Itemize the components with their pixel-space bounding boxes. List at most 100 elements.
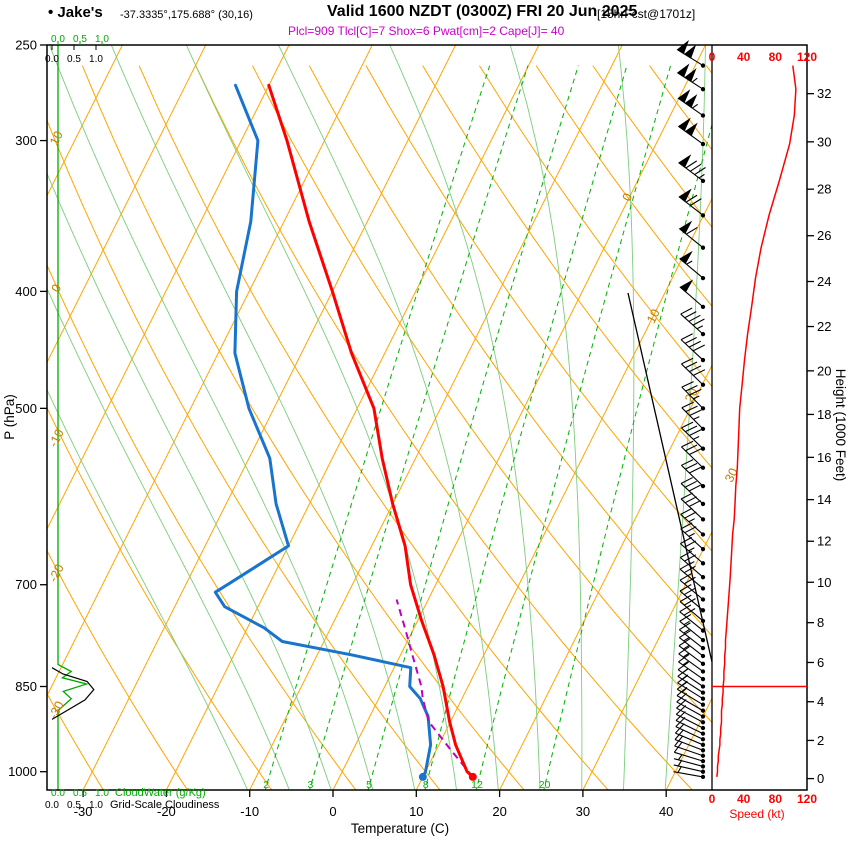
svg-text:250: 250 [15,38,37,53]
station-name: • Jake's [48,4,103,21]
svg-text:8: 8 [423,779,429,791]
svg-text:1000: 1000 [8,764,37,779]
svg-text:12: 12 [817,534,831,549]
wind-speed-curve [712,65,807,778]
pressure-axis: 250 300 400 500 700 850 1000 P (hPa) [2,38,47,779]
cloud-water-profile [57,45,89,790]
boundary-diagonal-line [627,292,713,663]
svg-text:0: 0 [49,282,65,295]
svg-text:10: 10 [817,575,831,590]
svg-text:1.0: 1.0 [95,34,109,45]
forecast-tag: [15hrFcst@1701z] [597,7,696,21]
svg-text:18: 18 [817,407,831,422]
svg-text:40: 40 [659,804,673,819]
svg-text:32: 32 [817,86,831,101]
cloud-scales: 0.00.00.50.51.01.00.00.00.50.51.01.0Clou… [45,34,220,811]
svg-text:0.0: 0.0 [45,54,59,65]
svg-text:22: 22 [817,319,831,334]
speed-axis-label: Speed (kt) [729,807,784,821]
svg-text:14: 14 [817,492,831,507]
svg-text:700: 700 [15,577,37,592]
svg-text:0.5: 0.5 [73,788,87,799]
svg-text:-20: -20 [157,804,176,819]
cloudwater-label: CloudWater (g/Kg) [115,787,206,799]
svg-text:40: 40 [737,792,751,806]
speed-axis: 0 0 40 40 80 80 120 120 Speed (kt) [709,50,818,821]
wind-barb-column [673,40,706,780]
svg-text:-20: -20 [46,562,67,584]
svg-text:80: 80 [769,50,783,64]
svg-text:0: 0 [329,804,336,819]
sounding-indices: Plcl=909 Tlcl[C]=7 Shox=6 Pwat[cm]=2 Cap… [288,24,565,38]
isotherm-grid [47,45,712,790]
temperature-axis-label: Temperature (C) [351,821,449,836]
svg-text:6: 6 [817,655,824,670]
svg-text:-30: -30 [46,699,67,721]
svg-text:0: 0 [709,50,716,64]
svg-text:-10: -10 [240,804,259,819]
svg-text:0.0: 0.0 [51,34,65,45]
plot-frame [46,44,808,791]
svg-text:1.0: 1.0 [89,54,103,65]
svg-text:0: 0 [709,792,716,806]
svg-text:0.0: 0.0 [51,788,65,799]
svg-text:400: 400 [15,284,37,299]
svg-text:16: 16 [817,450,831,465]
svg-text:120: 120 [797,792,817,806]
svg-text:120: 120 [797,50,817,64]
svg-text:24: 24 [817,274,831,289]
svg-text:0.5: 0.5 [73,34,87,45]
cloudiness-profile [51,667,95,720]
svg-text:0.5: 0.5 [67,800,81,811]
svg-text:8: 8 [817,615,824,630]
svg-text:10: 10 [644,307,663,326]
svg-text:-30: -30 [74,804,93,819]
dewpoint-curve [213,83,433,781]
svg-text:28: 28 [817,182,831,197]
svg-text:1.0: 1.0 [89,800,103,811]
surface-dewpoint-dot [418,772,427,781]
svg-text:4: 4 [817,694,824,709]
svg-text:2: 2 [817,733,824,748]
mixing-ratio-labels: 2 3 5 8 12 20 [263,779,550,791]
station-coordinates: -37.3335°,175.688° (30,16) [120,9,253,21]
svg-text:0: 0 [620,191,636,204]
dry-adiabat-grid [47,65,712,790]
pressure-axis-label: P (hPa) [2,394,17,440]
mixing-ratio-lines [264,65,712,790]
svg-text:850: 850 [15,679,37,694]
svg-text:40: 40 [737,50,751,64]
svg-text:20: 20 [539,779,551,791]
svg-text:1.0: 1.0 [95,788,109,799]
svg-text:10: 10 [409,804,423,819]
cloudiness-label: Grid-Scale Cloudiness [110,799,220,811]
svg-text:30: 30 [576,804,590,819]
background-grid [47,45,712,790]
svg-text:3: 3 [308,779,314,791]
svg-text:26: 26 [817,228,831,243]
svg-text:0.0: 0.0 [45,800,59,811]
svg-text:30: 30 [817,134,831,149]
parcel-curve [395,599,474,778]
valid-time-title: Valid 1600 NZDT (0300Z) FRI 20 Jun 2025 [327,3,638,20]
svg-text:500: 500 [15,401,37,416]
surface-temperature-dot [468,772,477,781]
svg-text:0.5: 0.5 [67,54,81,65]
svg-text:20: 20 [817,363,831,378]
svg-text:30: 30 [722,466,741,485]
svg-text:12: 12 [471,779,483,791]
svg-text:20: 20 [492,804,506,819]
svg-text:0: 0 [817,771,824,786]
svg-text:2: 2 [263,779,269,791]
svg-text:300: 300 [15,133,37,148]
temperature-axis: -30 -20 -10 0 10 20 30 40 Temperature (C) [74,790,673,836]
svg-text:10: 10 [47,129,66,148]
svg-text:-10: -10 [46,427,67,449]
svg-text:5: 5 [366,779,372,791]
height-axis-label: Height (1000 Feet) [833,369,848,482]
svg-text:80: 80 [769,792,783,806]
temperature-curve [267,83,477,781]
